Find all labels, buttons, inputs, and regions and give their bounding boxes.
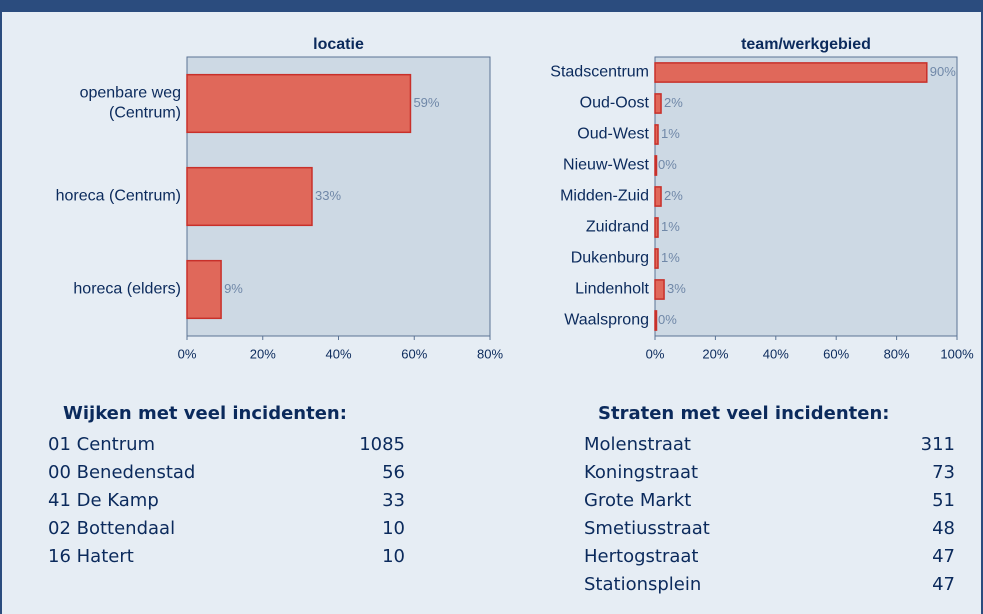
bar	[654, 124, 659, 145]
row-value: 47	[932, 546, 955, 567]
row-value: 33	[382, 490, 405, 511]
row-label: Stationsplein	[584, 574, 701, 595]
chart-title: team/werkgebied	[741, 36, 871, 53]
row-value: 48	[932, 518, 955, 539]
bar	[654, 217, 659, 238]
row-label: Smetiusstraat	[584, 518, 710, 539]
row-value: 73	[932, 462, 955, 483]
row-value: 10	[382, 546, 405, 567]
row-value: 56	[382, 462, 405, 483]
value-label: 0%	[658, 312, 677, 327]
label-line: (Centrum)	[109, 105, 181, 122]
row-label: 02 Bottendaal	[48, 518, 175, 539]
row-label: Grote Markt	[584, 490, 691, 511]
y-tick-label: Zuidrand	[586, 219, 649, 236]
label-line: openbare weg	[80, 85, 181, 102]
row-label: 41 De Kamp	[48, 490, 159, 511]
row-label: 00 Benedenstad	[48, 462, 195, 483]
value-label: 59%	[413, 95, 439, 110]
bar	[654, 155, 658, 176]
y-tick-label: openbare weg (Centrum)	[80, 85, 181, 122]
row-label: 01 Centrum	[48, 434, 155, 455]
value-label: 0%	[658, 157, 677, 172]
value-label: 33%	[315, 188, 341, 203]
bar	[186, 166, 313, 227]
bar	[654, 310, 658, 331]
x-tick-label: 80%	[477, 346, 503, 361]
value-label: 1%	[661, 126, 680, 141]
value-label: 3%	[667, 281, 686, 296]
bar	[186, 73, 412, 134]
bar	[654, 248, 659, 269]
value-label: 9%	[224, 281, 243, 296]
y-tick-label: Nieuw-West	[563, 157, 650, 174]
row-value: 10	[382, 518, 405, 539]
bar	[654, 186, 662, 207]
x-tick-label: 60%	[401, 346, 427, 361]
left-border	[0, 12, 2, 614]
x-tick-label: 20%	[702, 346, 728, 361]
y-tick-label: Lindenholt	[575, 281, 649, 298]
table-title: Straten met veel incidenten:	[598, 403, 889, 424]
row-label: 16 Hatert	[48, 546, 134, 567]
value-label: 1%	[661, 219, 680, 234]
value-label: 2%	[664, 188, 683, 203]
table-title: Wijken met veel incidenten:	[63, 403, 347, 424]
right-border	[981, 12, 983, 614]
row-label: Molenstraat	[584, 434, 691, 455]
chart-title: locatie	[313, 36, 364, 53]
plot-area	[654, 56, 958, 337]
y-tick-label: Midden-Zuid	[560, 188, 649, 205]
y-tick-label: horeca (Centrum)	[56, 188, 181, 205]
row-value: 311	[921, 434, 955, 455]
y-tick-label: Oud-West	[577, 126, 649, 143]
x-tick-label: 100%	[940, 346, 974, 361]
x-tick-label: 20%	[250, 346, 276, 361]
row-label: Hertogstraat	[584, 546, 698, 567]
y-tick-label: Stadscentrum	[550, 64, 649, 81]
bar	[654, 279, 665, 300]
y-tick-label: horeca (elders)	[73, 281, 181, 298]
row-value: 51	[932, 490, 955, 511]
value-label: 2%	[664, 95, 683, 110]
bar	[654, 62, 928, 83]
row-label: Koningstraat	[584, 462, 698, 483]
bar	[186, 259, 222, 320]
x-tick-label: 40%	[325, 346, 351, 361]
value-label: 90%	[930, 64, 956, 79]
x-tick-label: 0%	[646, 346, 665, 361]
x-tick-label: 0%	[178, 346, 197, 361]
y-tick-label: Waalsprong	[564, 312, 649, 329]
top-bar	[0, 0, 983, 12]
value-label: 1%	[661, 250, 680, 265]
y-tick-label: Oud-Oost	[580, 95, 650, 112]
x-tick-label: 60%	[823, 346, 849, 361]
x-tick-label: 80%	[884, 346, 910, 361]
x-tick-label: 40%	[763, 346, 789, 361]
row-value: 1085	[359, 434, 405, 455]
bar	[654, 93, 662, 114]
row-value: 47	[932, 574, 955, 595]
y-tick-label: Dukenburg	[571, 250, 649, 267]
